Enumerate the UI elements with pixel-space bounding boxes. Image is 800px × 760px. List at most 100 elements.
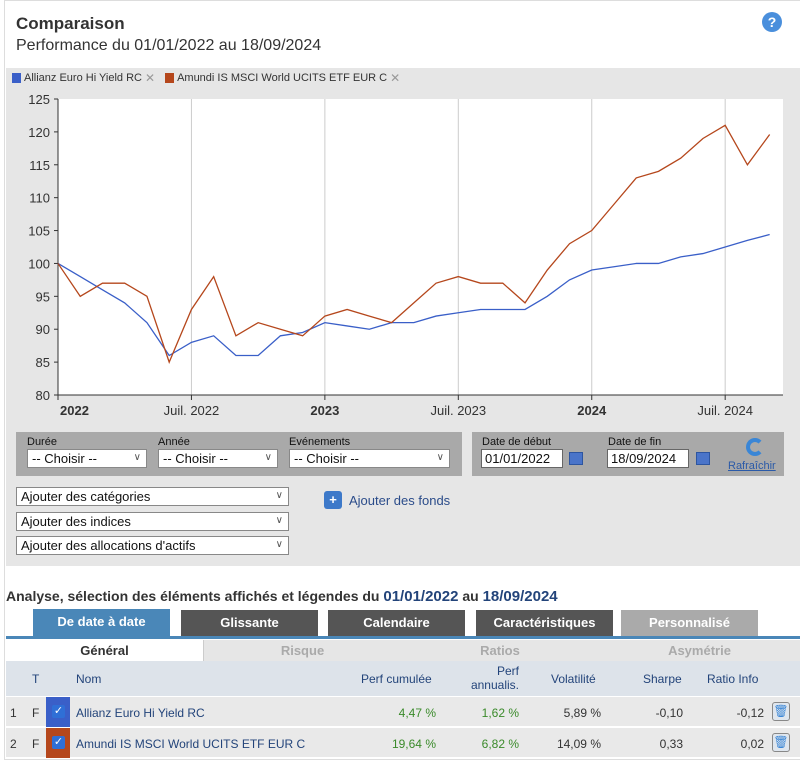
help-icon[interactable]: ?: [762, 12, 782, 32]
evenements-label: Evénements: [289, 436, 351, 448]
tab-caracteristiques[interactable]: Caractéristiques: [476, 610, 613, 636]
date-fin-label: Date de fin: [608, 436, 662, 448]
col-volatilite[interactable]: Volatilité: [551, 672, 596, 686]
y-tick-label: 115: [29, 158, 50, 173]
remove-icon[interactable]: ✕: [145, 71, 156, 85]
perf-cumulee: 4,47 %: [398, 706, 436, 720]
date-debut-input[interactable]: 01/01/2022: [481, 449, 563, 468]
plus-icon: +: [324, 491, 342, 509]
x-tick-label: Juil. 2023: [430, 403, 486, 418]
duree-label: Durée: [27, 436, 57, 448]
col-perf-cumulee[interactable]: Perf cumulée: [361, 672, 432, 686]
x-tick-label: 2022: [60, 403, 89, 418]
select-value: Ajouter des catégories: [21, 489, 151, 504]
legend-label: Allianz Euro Hi Yield RC: [24, 72, 142, 84]
chart-legend: Allianz Euro Hi Yield RC ✕ Amundi IS MSCI…: [12, 71, 400, 85]
analysis-mid: au: [462, 588, 479, 604]
legend-swatch: [165, 73, 175, 83]
row-number: 1: [10, 706, 17, 720]
check-icon: ✓: [52, 705, 65, 718]
remove-icon[interactable]: ✕: [390, 71, 401, 85]
col-nom[interactable]: Nom: [76, 672, 102, 686]
series-line: [57, 124, 771, 364]
volatilite: 5,89 %: [563, 706, 601, 720]
col-t: T: [32, 672, 40, 686]
tab-de-date-a-date[interactable]: De date à date: [33, 609, 170, 636]
y-tick-label: 105: [28, 224, 50, 239]
volatilite: 14,09 %: [556, 737, 601, 751]
col-ratio-info[interactable]: Ratio Info: [707, 672, 759, 686]
row-checkbox[interactable]: ✓: [46, 697, 70, 727]
chevron-down-icon: ∨: [133, 452, 141, 463]
date-fin-input[interactable]: 18/09/2024: [607, 449, 689, 468]
table-row: 1 F ✓ Allianz Euro Hi Yield RC 4,47 % 1,…: [6, 697, 800, 727]
select-value: Ajouter des allocations d'actifs: [21, 538, 196, 553]
row-checkbox[interactable]: ✓: [46, 728, 70, 758]
tab-glissante[interactable]: Glissante: [181, 610, 318, 636]
ratio-info: -0,12: [736, 706, 764, 720]
evenements-select[interactable]: -- Choisir -- ∨: [289, 449, 450, 468]
chevron-down-icon: ∨: [436, 452, 444, 463]
subtab-asymetrie[interactable]: Asymétrie: [599, 640, 800, 661]
legend-swatch: [12, 73, 21, 83]
add-allocations-select[interactable]: Ajouter des allocations d'actifs ∨: [16, 536, 289, 555]
duree-select[interactable]: -- Choisir -- ∨: [27, 449, 147, 468]
analysis-from: 01/01/2022: [383, 588, 459, 605]
x-tick-label: Juil. 2022: [164, 403, 220, 418]
add-indices-select[interactable]: Ajouter des indices ∨: [16, 512, 289, 531]
trash-icon[interactable]: 🗑: [772, 733, 790, 752]
chevron-down-icon: ∨: [275, 515, 283, 526]
annee-select[interactable]: -- Choisir -- ∨: [158, 449, 278, 468]
row-type: F: [32, 706, 40, 720]
calendar-icon[interactable]: [569, 452, 583, 465]
x-tick-label: 2023: [310, 403, 339, 418]
col-perf-annualisee[interactable]: Perf annualis.: [466, 664, 519, 692]
y-tick-label: 100: [28, 256, 50, 271]
row-number: 2: [10, 737, 17, 751]
add-categories-select[interactable]: Ajouter des catégories ∨: [16, 487, 289, 506]
sharpe: 0,33: [659, 737, 683, 751]
calendar-icon[interactable]: [696, 452, 710, 465]
x-tick-label: 2024: [577, 403, 607, 418]
perf-annualisee: 1,62 %: [481, 706, 519, 720]
subtab-ratios[interactable]: Ratios: [401, 640, 599, 661]
select-value: -- Choisir --: [294, 451, 359, 466]
col-perf-line1: Perf: [496, 664, 519, 678]
date-debut-label: Date de début: [482, 436, 552, 448]
chevron-down-icon: ∨: [264, 452, 272, 463]
y-tick-label: 85: [36, 355, 50, 370]
y-tick-label: 125: [28, 92, 50, 107]
y-tick-label: 90: [36, 322, 50, 337]
plot-area: [58, 99, 783, 395]
annee-label: Année: [158, 436, 190, 448]
perf-cumulee: 19,64 %: [391, 737, 436, 751]
add-funds-button[interactable]: + Ajouter des fonds: [324, 491, 450, 509]
select-value: Ajouter des indices: [21, 514, 131, 529]
refresh-link[interactable]: Rafraîchir: [728, 460, 776, 472]
y-tick-label: 110: [29, 191, 50, 206]
fund-name-link[interactable]: Amundi IS MSCI World UCITS ETF EUR C: [76, 737, 306, 751]
tab-personnalise[interactable]: Personnalisé: [621, 610, 758, 636]
page-title: Comparaison: [16, 14, 125, 33]
chevron-down-icon: ∨: [275, 490, 283, 501]
row-type: F: [32, 737, 40, 751]
check-icon: ✓: [52, 736, 65, 749]
tab-underline: [6, 636, 800, 639]
refresh-icon[interactable]: [746, 438, 764, 456]
tab-calendaire[interactable]: Calendaire: [328, 610, 465, 636]
legend-label: Amundi IS MSCI World UCITS ETF EUR C: [177, 72, 388, 84]
ratio-info: 0,02: [740, 737, 764, 751]
col-sharpe[interactable]: Sharpe: [643, 672, 682, 686]
fund-name-link[interactable]: Allianz Euro Hi Yield RC: [76, 706, 205, 720]
y-tick-label: 95: [36, 289, 50, 304]
analysis-prefix: Analyse, sélection des éléments affichés…: [6, 588, 380, 604]
table-header: T Nom Perf cumulée Perf annualis. Volatil…: [6, 661, 800, 696]
subtab-risque[interactable]: Risque: [203, 640, 401, 661]
series-line: [57, 233, 770, 357]
x-tick-label: Juil. 2024: [697, 403, 753, 418]
subtab-general[interactable]: Général: [6, 640, 203, 661]
legend-item: Allianz Euro Hi Yield RC ✕: [12, 71, 155, 85]
trash-icon[interactable]: 🗑: [772, 702, 790, 721]
table-row: 2 F ✓ Amundi IS MSCI World UCITS ETF EUR…: [6, 728, 800, 758]
analysis-heading: Analyse, sélection des éléments affichés…: [6, 588, 558, 605]
